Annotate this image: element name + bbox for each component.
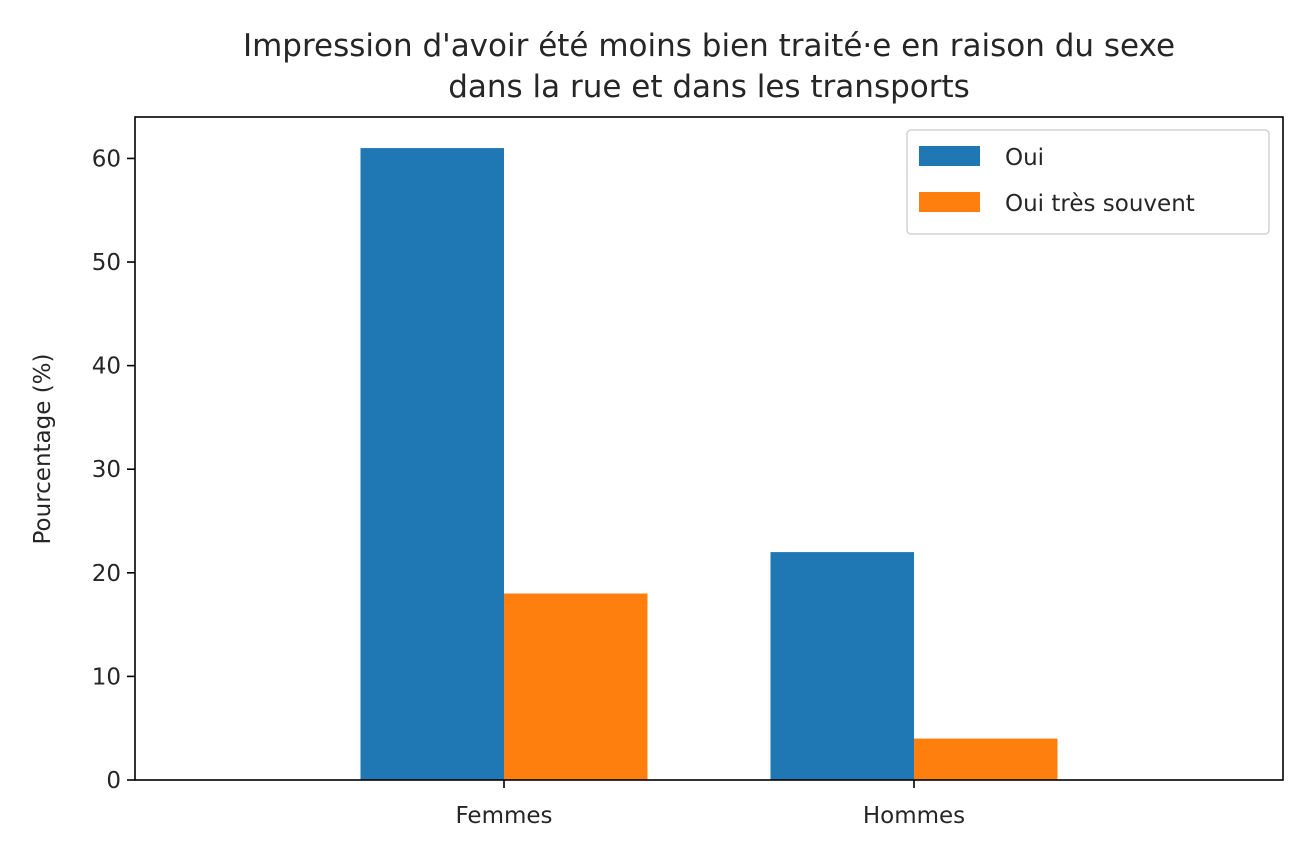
y-tick-label: 60 [92, 146, 121, 172]
bar-oui-tres-souvent-hommes [914, 738, 1058, 780]
y-tick-label: 50 [92, 250, 121, 276]
bars-layer [360, 148, 1058, 780]
x-tick-label-femmes: Femmes [455, 803, 552, 829]
x-axis: Femmes Hommes [455, 780, 965, 829]
legend-swatch-oui-tres-souvent [919, 192, 980, 212]
bar-oui-tres-souvent-femmes [504, 593, 648, 780]
bar-oui-femmes [360, 148, 504, 780]
y-tick-label: 0 [106, 768, 121, 794]
legend-swatch-oui [919, 146, 980, 166]
y-tick-label: 40 [92, 354, 121, 380]
y-tick-label: 20 [92, 561, 121, 587]
y-tick-label: 30 [92, 457, 121, 483]
plot-frame [134, 116, 1284, 781]
legend-label-oui: Oui [1005, 145, 1044, 171]
y-axis-label: Pourcentage (%) [30, 354, 56, 545]
legend-label-oui-tres-souvent: Oui très souvent [1005, 191, 1195, 217]
legend: Oui Oui très souvent [906, 129, 1270, 235]
chart-title: Impression d'avoir été moins bien traité… [243, 28, 1175, 64]
y-axis: 0 10 20 30 40 50 60 [92, 146, 135, 794]
x-tick-label-hommes: Hommes [863, 803, 965, 829]
y-tick-label: 10 [92, 664, 121, 690]
bar-oui-hommes [770, 552, 914, 780]
legend-box [906, 129, 1270, 235]
chart-subtitle: dans la rue et dans les transports [448, 69, 970, 105]
